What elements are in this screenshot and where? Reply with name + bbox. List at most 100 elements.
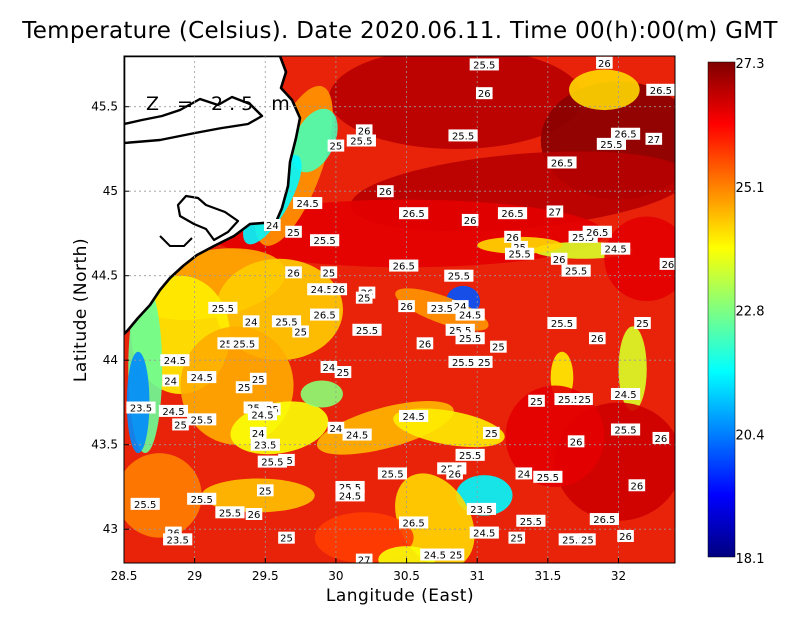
colorbar-tick-labels: 27.3 25.1 22.8 20.4 18.1 bbox=[736, 57, 765, 567]
contour-label: 26 bbox=[416, 337, 434, 350]
contour-label-text: 25.5 bbox=[452, 131, 474, 142]
contour-label-text: 25.5 bbox=[449, 326, 471, 337]
contour-label: 26 bbox=[504, 230, 521, 244]
contour-label-box bbox=[399, 409, 429, 422]
contour-label-text: 25.5 bbox=[459, 334, 481, 345]
contour-label: 25 bbox=[249, 372, 267, 386]
contour-label-text: 25.5 bbox=[339, 483, 361, 494]
contour-label-box bbox=[335, 489, 365, 502]
contour-label-box bbox=[398, 300, 415, 313]
colorbar-tick-label: 20.4 bbox=[736, 428, 765, 443]
contour-label-box bbox=[355, 291, 373, 304]
contour-label: 25 bbox=[483, 426, 500, 440]
contour-label-box bbox=[158, 404, 189, 417]
contour-label: 25 bbox=[447, 548, 465, 562]
contour-label: 25.5 bbox=[561, 264, 591, 278]
contour-label-text: 25 bbox=[510, 534, 523, 545]
contour-label-text: 26 bbox=[464, 216, 477, 227]
contour-label: 25 bbox=[235, 381, 253, 394]
contour-label-box bbox=[659, 257, 677, 270]
contour-label-box bbox=[567, 435, 585, 448]
contour-label-text: 25.5 bbox=[562, 535, 584, 546]
contour-label: 25.5 bbox=[444, 269, 474, 283]
contour-label: 25.5 bbox=[448, 129, 478, 142]
contour-label-text: 23.5 bbox=[167, 535, 189, 546]
contour-label-box bbox=[377, 467, 408, 480]
y-tick-label: 43.5 bbox=[91, 438, 118, 452]
colorbar-tick-label: 18.1 bbox=[736, 552, 765, 567]
contour-label-box bbox=[610, 127, 641, 140]
contour-label-text: 26.5 bbox=[313, 311, 335, 322]
contour-label-text: 24.5 bbox=[162, 407, 184, 418]
contour-label: 25 bbox=[285, 225, 302, 239]
contour-label-text: 24.5 bbox=[605, 245, 627, 256]
contour-label-text: 25.5 bbox=[551, 319, 573, 330]
contour-label: 23.5 bbox=[126, 401, 156, 415]
contour-label-box bbox=[469, 58, 499, 71]
contour-label-text: 25 bbox=[636, 319, 649, 330]
y-tick-label: 45 bbox=[103, 184, 118, 198]
y-axis: 43 43.5 44 44.5 45 45.5 bbox=[91, 100, 129, 536]
temperature-patch bbox=[124, 453, 202, 538]
contour-label-box bbox=[533, 470, 563, 483]
contour-label-box bbox=[483, 426, 500, 439]
contour-label-text: 24.5 bbox=[251, 410, 273, 421]
contour-label-box bbox=[208, 301, 238, 314]
contour-label-box bbox=[610, 423, 641, 436]
contour-label: 25.5 bbox=[215, 506, 245, 519]
contour-label-text: 26.5 bbox=[402, 518, 424, 529]
contour-label-box bbox=[187, 371, 217, 384]
contour-label-box bbox=[550, 252, 568, 265]
contour-label: 26 bbox=[567, 435, 585, 448]
contour-label: 25.5 bbox=[187, 492, 217, 506]
contour-label: 25.5 bbox=[208, 301, 238, 315]
contour-label-text: 25 bbox=[252, 375, 265, 386]
contour-label-box bbox=[455, 448, 485, 461]
contour-label-text: 25 bbox=[337, 368, 350, 379]
contour-label-box bbox=[455, 308, 485, 321]
contour-label-text: 24 bbox=[517, 469, 530, 480]
contour-label-box bbox=[504, 247, 535, 260]
contour-label: 27 bbox=[355, 553, 373, 567]
contour-label: 24 bbox=[515, 467, 533, 480]
contour-label: 24 bbox=[162, 374, 179, 387]
contour-label: 25 bbox=[490, 340, 507, 354]
contour-label-text: 26.5 bbox=[551, 158, 573, 169]
contour-label-box bbox=[596, 56, 613, 69]
contour-label: 24.5 bbox=[307, 283, 337, 296]
contour-label-box bbox=[427, 301, 457, 314]
contour-label-text: 25 bbox=[492, 343, 505, 354]
temperature-patch bbox=[291, 108, 338, 173]
contour-label: 27 bbox=[645, 132, 663, 146]
contour-label: 26 bbox=[461, 213, 479, 227]
contour-label-text: 26.5 bbox=[501, 209, 523, 220]
contour-label-text: 25.5 bbox=[600, 140, 622, 151]
contour-label-box bbox=[461, 213, 479, 226]
contour-label-text: 24 bbox=[322, 363, 335, 374]
contour-label-box bbox=[416, 337, 434, 350]
contour-label-box bbox=[320, 266, 338, 279]
temperature-patch bbox=[604, 216, 675, 302]
coastline-land bbox=[124, 56, 302, 336]
contour-label-box bbox=[162, 374, 179, 387]
contour-label: 26 bbox=[659, 257, 677, 271]
contour-label-text: 24.5 bbox=[339, 491, 361, 502]
contour-label-text: 26 bbox=[358, 126, 371, 137]
contour-label: 26 bbox=[475, 87, 493, 100]
contour-label: 26 bbox=[652, 431, 670, 445]
contour-label-box bbox=[271, 315, 302, 328]
contour-label-text: 24.5 bbox=[424, 551, 446, 562]
contour-label-box bbox=[448, 355, 478, 368]
contour-label-text: 25.5 bbox=[219, 508, 241, 519]
contour-label-text: 24 bbox=[164, 376, 177, 387]
contour-label-box bbox=[444, 269, 474, 282]
contour-label-box bbox=[215, 506, 245, 519]
contour-label-box bbox=[293, 197, 323, 210]
contour-label-text: 26 bbox=[655, 434, 668, 445]
contour-label: 26.5 bbox=[610, 127, 641, 141]
contour-label-box bbox=[652, 431, 670, 444]
contour-label: 25.5 bbox=[516, 514, 546, 528]
contour-label-text: 25.5 bbox=[381, 469, 403, 480]
contour-label-box bbox=[172, 418, 189, 431]
contour-label-text: 25.5 bbox=[233, 339, 255, 350]
